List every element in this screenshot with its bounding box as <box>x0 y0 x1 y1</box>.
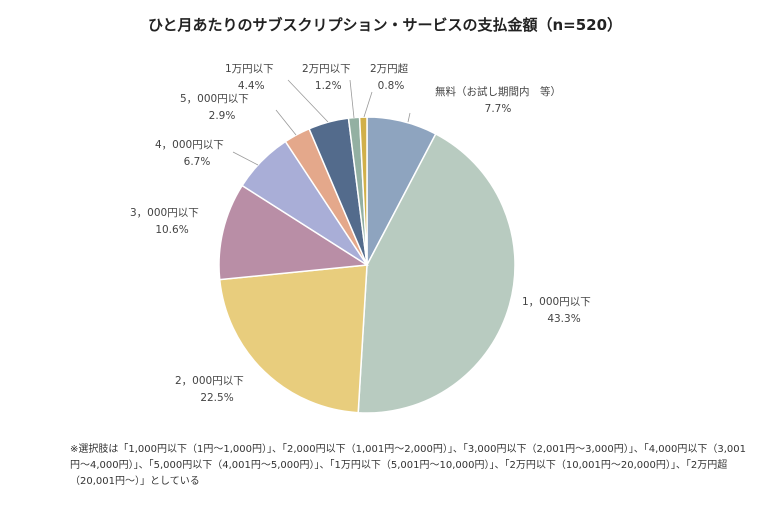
pie-slice <box>358 116 368 266</box>
slice-category-label: 1，000円以下 <box>522 296 591 308</box>
slice-value-label: 10.6% <box>155 224 188 236</box>
pie-chart: 無料（お試し期間内 等） 7.7% 1，000円以下 43.3% 2，000円以下 22.… <box>130 62 591 414</box>
slice-category-label: 5，000円以下 <box>180 93 249 105</box>
slice-value-label: 7.7% <box>485 103 512 115</box>
leader-line <box>363 91 373 118</box>
slice-category-label: 無料（お試し期間内 等） <box>435 85 561 98</box>
leader-line <box>287 79 329 123</box>
chart-title: ひと月あたりのサブスクリプション・サービスの支払金額（n=520） <box>147 16 623 34</box>
slice-value-label: 4.4% <box>238 80 265 92</box>
slice-category-label: 2，000円以下 <box>175 375 244 387</box>
slice-category-label: 4，000円以下 <box>155 139 224 151</box>
leader-line <box>275 109 297 136</box>
leader-line <box>232 151 259 166</box>
slice-category-label: 1万円以下 <box>225 63 274 75</box>
slice-value-label: 0.8% <box>378 80 405 92</box>
slice-value-label: 2.9% <box>209 110 236 122</box>
slice-category-label: 2万円超 <box>370 62 409 75</box>
slice-value-label: 1.2% <box>315 80 342 92</box>
leader-line <box>407 112 411 123</box>
leader-lines <box>232 79 411 166</box>
slice-value-label: 22.5% <box>200 392 233 404</box>
slice-value-label: 43.3% <box>547 313 580 325</box>
slice-category-label: 2万円以下 <box>302 63 351 75</box>
footnote: ※選択肢は「1,000円以下（1円～1,000円）」、「2,000円以下（1,0… <box>70 444 747 487</box>
slice-category-label: 3，000円以下 <box>130 207 199 219</box>
slice-value-label: 6.7% <box>184 156 211 168</box>
pie-slice <box>218 184 370 281</box>
pie-slices <box>218 116 516 414</box>
pie-slice <box>218 264 368 414</box>
pie-slice <box>357 132 516 414</box>
slice-labels: 無料（お試し期間内 等） 7.7% 1，000円以下 43.3% 2，000円以下 22.… <box>130 62 591 404</box>
leader-line <box>349 79 355 119</box>
